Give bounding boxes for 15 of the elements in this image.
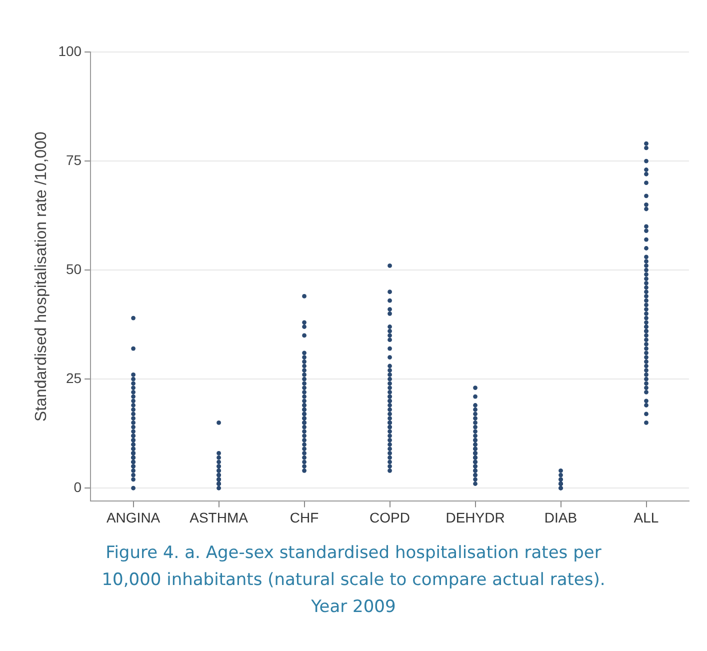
x-tick-label: ANGINA	[106, 509, 161, 526]
x-tick-label: CHF	[290, 509, 319, 526]
y-tick-label: 25	[66, 370, 82, 386]
y-tick-label: 50	[66, 260, 82, 277]
text: Year 2009	[310, 596, 397, 619]
y-tick-label: 75	[66, 152, 82, 168]
x-tick-label: COPD	[370, 509, 410, 526]
x-tick-label: ASTHMA	[190, 509, 249, 526]
y-tick-label: 100	[58, 42, 82, 59]
x-tick-label: ALL	[634, 509, 659, 526]
x-tick-label: DIAB	[544, 509, 578, 526]
y-axis-title: Standardised hospitalisation rate /10,000	[33, 132, 50, 422]
y-tick-label: 0	[74, 478, 82, 495]
caption: Figure 4. a. Age-sex standardised hospitalisation rates per 10,000 inhabitants (natural scale to compare actual rates).	[100, 542, 606, 592]
x-tick-label: DEHYDR	[446, 509, 505, 526]
